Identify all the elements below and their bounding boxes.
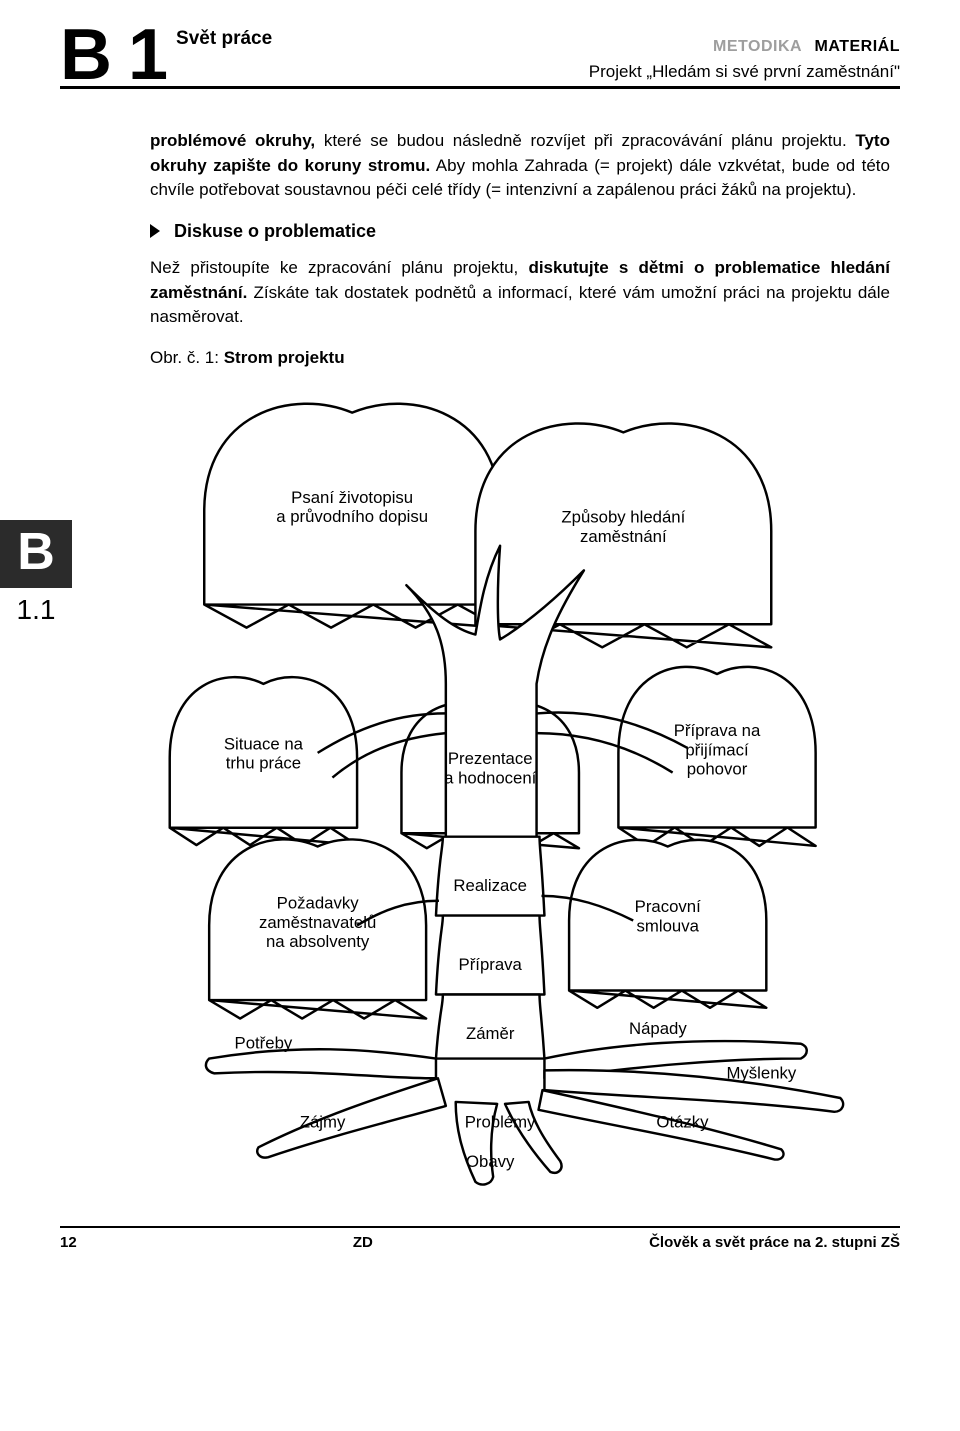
metodika-label: METODIKA <box>713 38 802 55</box>
subheading-text: Diskuse o problematice <box>174 221 376 241</box>
svg-text:Problémy: Problémy <box>465 1112 536 1131</box>
p1-lead: problémové okruhy, <box>150 131 324 150</box>
figure-caption: Obr. č. 1: Strom projektu <box>150 348 900 368</box>
page: B 1 Svět práce METODIKA MATERIÁL Projekt… <box>0 0 960 1271</box>
footer-mid: ZD <box>353 1234 373 1251</box>
subheading: Diskuse o problematice <box>150 221 890 242</box>
side-tab-letter: B <box>0 520 72 588</box>
paragraph-2: Než přistoupíte ke zpracování plánu proj… <box>150 256 890 330</box>
svg-text:Psaní životopisua průvodního d: Psaní životopisua průvodního dopisu <box>276 488 428 526</box>
header-top-row: B 1 Svět práce METODIKA MATERIÁL Projekt… <box>60 20 900 89</box>
svg-text:Zájmy: Zájmy <box>300 1112 346 1131</box>
svg-text:Záměr: Záměr <box>466 1024 515 1043</box>
material-label: MATERIÁL <box>815 38 900 55</box>
header-meta: METODIKA MATERIÁL Projekt „Hledám si své… <box>589 38 900 86</box>
tree-diagram: Psaní životopisua průvodního dopisuZpůso… <box>150 388 860 1197</box>
svg-text:Pracovnísmlouva: Pracovnísmlouva <box>635 897 701 935</box>
svg-text:Prezentacea hodnocení: Prezentacea hodnocení <box>444 749 537 787</box>
figcap-bold: Strom projektu <box>224 348 345 367</box>
subject-title: Svět práce <box>176 20 589 86</box>
side-tab-number: 1.1 <box>0 588 72 632</box>
figcap-prefix: Obr. č. 1: <box>150 348 224 367</box>
svg-text:Myšlenky: Myšlenky <box>726 1063 796 1082</box>
chevron-icon <box>150 224 160 238</box>
p1-rest1: které se budou následně rozvíjet při zpr… <box>324 131 856 150</box>
footer-page: 12 <box>60 1234 77 1251</box>
tree-svg: Psaní životopisua průvodního dopisuZpůso… <box>150 388 860 1197</box>
svg-text:Nápady: Nápady <box>629 1019 687 1038</box>
p2-a: Než přistoupíte ke zpracování plánu proj… <box>150 258 528 277</box>
side-tab: B 1.1 <box>0 520 72 632</box>
page-header: B 1 Svět práce METODIKA MATERIÁL Projekt… <box>60 20 900 89</box>
project-name: Projekt „Hledám si své první zaměstnání" <box>589 62 900 82</box>
paragraph-1: problémové okruhy, které se budou násled… <box>150 129 890 203</box>
svg-text:Příprava: Příprava <box>459 955 523 974</box>
footer-right: Člověk a svět práce na 2. stupni ZŠ <box>649 1234 900 1251</box>
p2-b: Získáte tak dostatek podnětů a informací… <box>150 283 890 327</box>
page-footer: 12 ZD Člověk a svět práce na 2. stupni Z… <box>60 1226 900 1251</box>
svg-text:Obavy: Obavy <box>466 1152 515 1171</box>
section-code: B 1 <box>60 25 166 86</box>
svg-text:Otázky: Otázky <box>656 1112 709 1131</box>
svg-text:Realizace: Realizace <box>453 876 527 895</box>
body-text: problémové okruhy, které se budou násled… <box>150 129 890 330</box>
svg-text:Potřeby: Potřeby <box>235 1034 293 1053</box>
header-meta-top: METODIKA MATERIÁL <box>589 38 900 56</box>
svg-text:Situace natrhu práce: Situace natrhu práce <box>224 734 304 772</box>
